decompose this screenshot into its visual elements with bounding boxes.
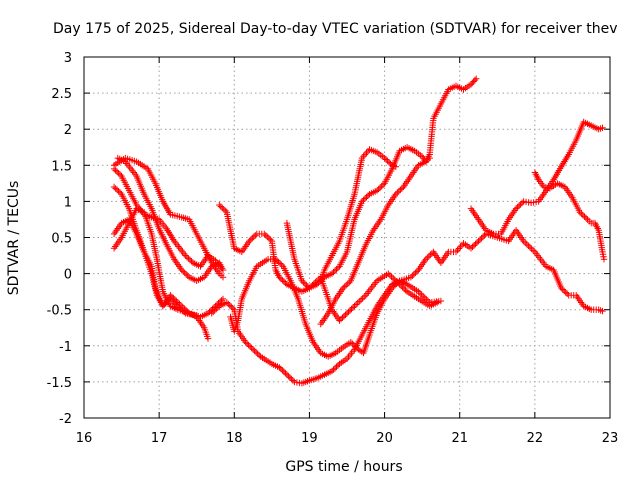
y-tick-label: -2 xyxy=(59,412,72,427)
x-tick-label: 23 xyxy=(602,431,619,446)
y-tick-label: 1 xyxy=(64,195,72,210)
axes: 16 17 18 19 20 21 22 23 -2 -1.5 -1 -0.5 0 0.5 1 1.5 2 2.… xyxy=(47,51,619,446)
series-track-n xyxy=(531,169,608,263)
y-tick-label: -1 xyxy=(59,340,72,355)
y-tick-label: 0.5 xyxy=(51,232,72,247)
x-axis-label: GPS time / hours xyxy=(285,459,402,475)
y-axis-ticks: -2 -1.5 -1 -0.5 0 0.5 1 1.5 2 2.5 3 xyxy=(47,51,610,427)
x-tick-label: 22 xyxy=(527,431,544,446)
series-track-a xyxy=(110,154,227,281)
x-tick-label: 21 xyxy=(451,431,468,446)
series-track-m xyxy=(467,118,606,238)
series-track-k xyxy=(317,146,399,284)
y-tick-label: 3 xyxy=(64,51,72,66)
series-layer xyxy=(110,75,608,387)
series-track-c xyxy=(114,154,227,284)
series-markers xyxy=(110,154,227,281)
series-markers xyxy=(467,118,606,238)
y-tick-label: 0 xyxy=(64,268,72,283)
series-markers xyxy=(317,146,399,284)
x-tick-label: 20 xyxy=(376,431,393,446)
series-markers xyxy=(110,216,200,319)
chart-title: Day 175 of 2025, Sidereal Day-to-day VTE… xyxy=(53,21,617,37)
y-tick-label: -1.5 xyxy=(47,376,72,391)
series-markers xyxy=(531,169,608,263)
series-markers xyxy=(114,154,227,284)
x-tick-label: 17 xyxy=(151,431,168,446)
y-tick-label: 1.5 xyxy=(51,159,72,174)
x-tick-label: 16 xyxy=(76,431,93,446)
series-track-l xyxy=(317,154,433,328)
x-tick-label: 19 xyxy=(301,431,318,446)
y-tick-label: -0.5 xyxy=(47,304,72,319)
y-tick-label: 2.5 xyxy=(51,87,72,102)
x-tick-label: 18 xyxy=(226,431,243,446)
series-track-f xyxy=(110,216,200,319)
y-tick-label: 2 xyxy=(64,123,72,138)
series-markers xyxy=(216,201,441,324)
x-axis-ticks: 16 17 18 19 20 21 22 23 xyxy=(76,57,619,446)
series-markers xyxy=(317,154,433,328)
y-axis-label: SDTVAR / TECUs xyxy=(6,181,22,296)
series-track-i xyxy=(216,201,441,324)
